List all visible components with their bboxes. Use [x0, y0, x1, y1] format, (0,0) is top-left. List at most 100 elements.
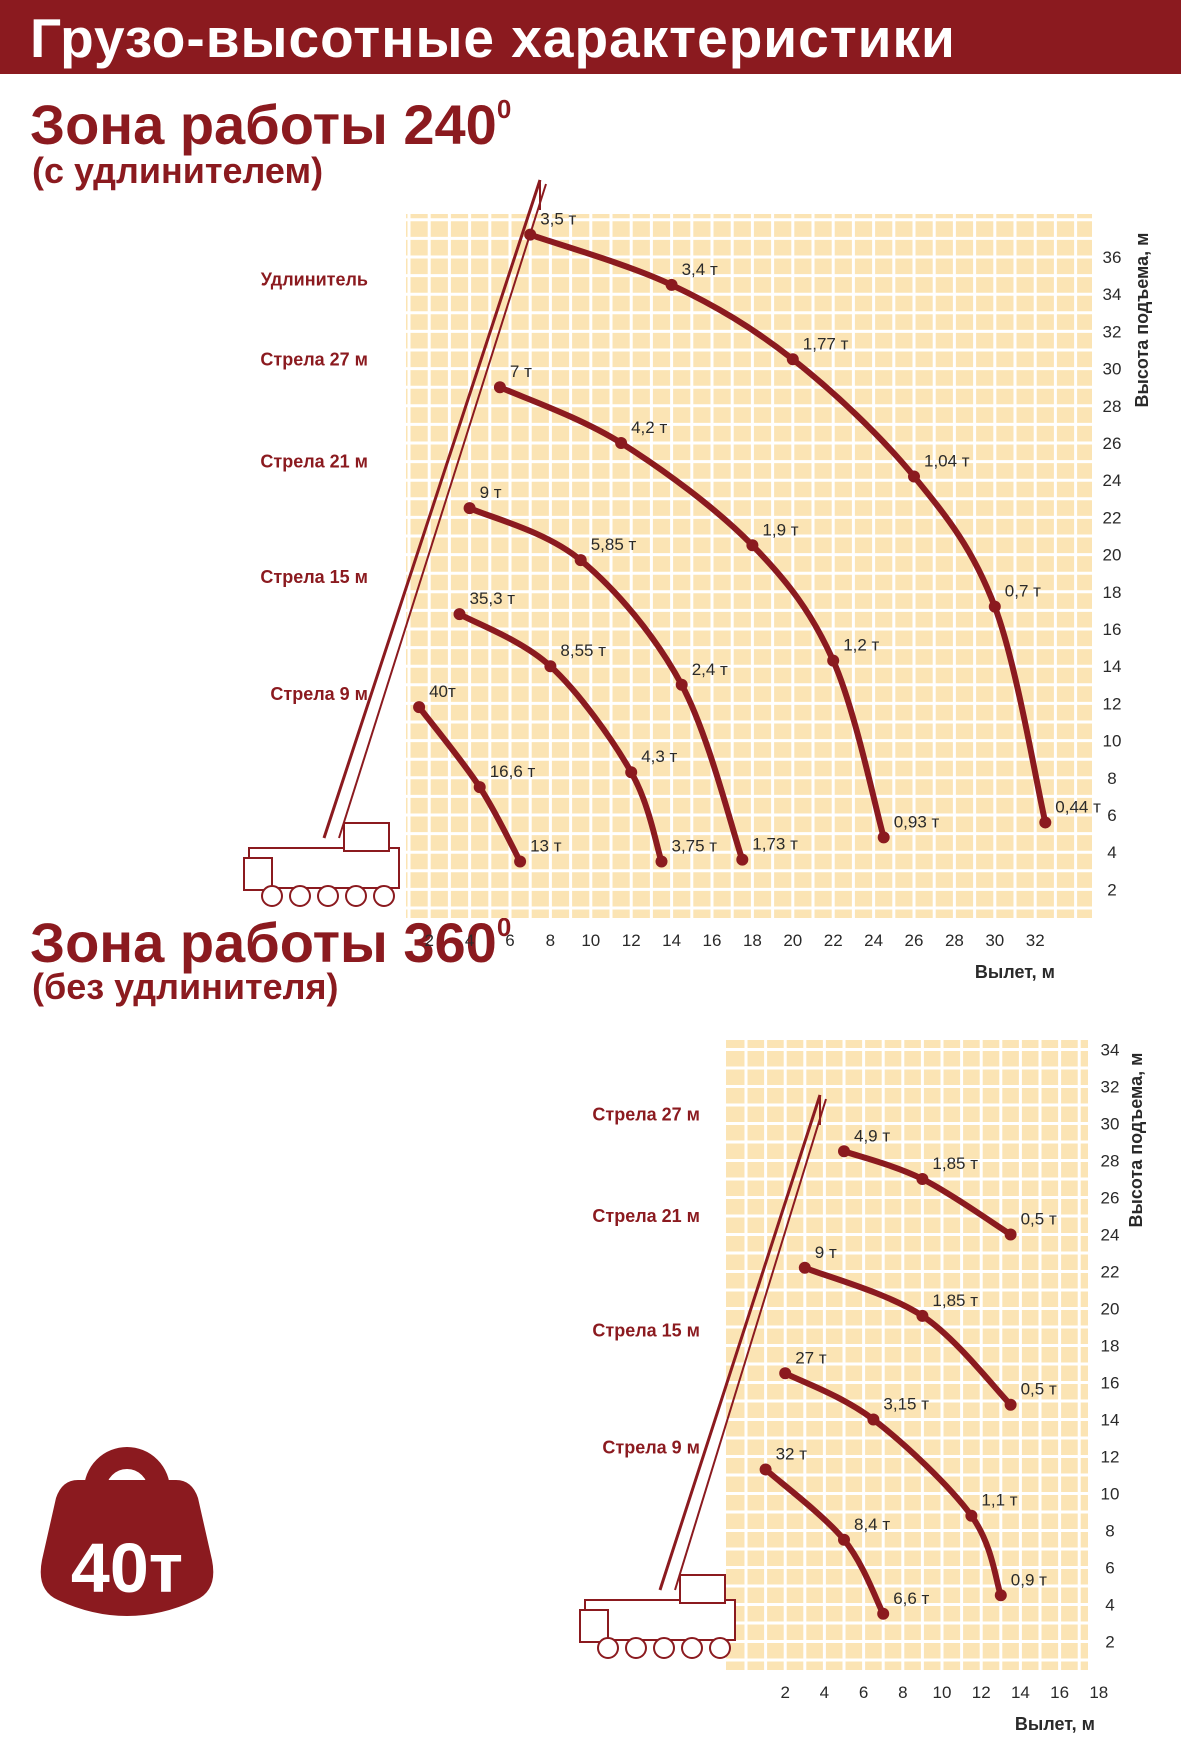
y-tick-label: 22	[1101, 1263, 1120, 1282]
y-tick-label: 14	[1103, 657, 1122, 676]
y-tick-label: 4	[1105, 1596, 1114, 1615]
y-tick-label: 34	[1103, 285, 1122, 304]
crane-wheel	[289, 885, 311, 907]
boom-label: Стрела 9 м	[602, 1437, 700, 1457]
crane-icon	[579, 1094, 827, 1659]
data-point	[965, 1509, 978, 1522]
crane-wheel	[373, 885, 395, 907]
crane-cab	[343, 822, 390, 852]
y-tick-label: 18	[1101, 1337, 1120, 1356]
data-label: 3,4 т	[682, 260, 718, 279]
zone-240-subtitle: (с удлинителем)	[32, 150, 324, 191]
x-tick-label: 12	[622, 931, 641, 950]
x-tick-label: 18	[743, 931, 762, 950]
y-tick-label: 2	[1107, 880, 1116, 899]
data-label: 2,4 т	[692, 660, 728, 679]
data-point	[625, 766, 638, 779]
weight-label: 40т	[71, 1529, 183, 1607]
x-tick-label: 4	[465, 931, 474, 950]
data-point	[665, 278, 678, 291]
boom-label: Стрела 9 м	[270, 684, 368, 704]
crane-wheel	[597, 1637, 619, 1659]
data-label: 3,5 т	[540, 210, 576, 229]
data-label: 0,93 т	[894, 812, 940, 831]
x-tick-label: 16	[703, 931, 722, 950]
x-tick-label: 8	[546, 931, 555, 950]
x-tick-label: 6	[505, 931, 514, 950]
y-tick-label: 28	[1101, 1152, 1120, 1171]
crane-wheel	[261, 885, 283, 907]
zone-240-title-text: Зона работы 240	[30, 93, 497, 156]
crane-wheel	[625, 1637, 647, 1659]
crane-body	[248, 847, 400, 889]
data-label: 1,77 т	[803, 334, 849, 353]
series-line-2	[466, 505, 746, 863]
data-label: 7 т	[510, 362, 532, 381]
y-tick-label: 12	[1101, 1448, 1120, 1467]
y-tick-label: 26	[1103, 434, 1122, 453]
data-label: 9 т	[815, 1243, 837, 1262]
series-line-1	[456, 611, 665, 865]
x-tick-label: 16	[1050, 1683, 1069, 1702]
data-label: 1,04 т	[924, 451, 970, 470]
weight-handle	[84, 1447, 170, 1491]
x-tick-label: 6	[859, 1683, 868, 1702]
crane-boom-edge	[674, 1098, 827, 1591]
header-banner: Грузо-высотные характеристики	[0, 0, 1181, 74]
y-tick-label: 34	[1101, 1041, 1120, 1060]
data-label: 1,85 т	[932, 1291, 978, 1310]
data-point	[544, 660, 557, 673]
data-point	[838, 1533, 850, 1546]
data-label: 0,9 т	[1011, 1570, 1047, 1589]
y-tick-label: 6	[1105, 1559, 1114, 1578]
x-tick-label: 8	[898, 1683, 907, 1702]
x-tick-label: 10	[933, 1683, 952, 1702]
crane-boom-edge	[338, 183, 547, 839]
zone-360-degree: 0	[496, 912, 512, 942]
y-tick-label: 24	[1103, 471, 1122, 490]
x-tick-label: 30	[985, 931, 1004, 950]
data-point	[779, 1367, 792, 1380]
data-point	[908, 470, 920, 483]
data-label: 9 т	[480, 483, 502, 502]
zone-360-subtitle: (без удлинителя)	[32, 966, 339, 1007]
data-label: 0,5 т	[1021, 1380, 1057, 1399]
data-label: 0,5 т	[1021, 1210, 1057, 1229]
data-label: 40т	[429, 682, 456, 701]
y-tick-label: 8	[1107, 769, 1116, 788]
crane-wheel	[345, 885, 367, 907]
y-tick-label: 20	[1103, 546, 1122, 565]
crane-front-cab	[243, 857, 273, 891]
boom-label: Стрела 21 м	[592, 1206, 700, 1226]
y-tick-label: 32	[1101, 1078, 1120, 1097]
data-label: 3,15 т	[883, 1395, 929, 1414]
x-tick-label: 28	[945, 931, 964, 950]
data-point	[994, 1589, 1007, 1602]
y-tick-label: 8	[1105, 1522, 1114, 1541]
weight-body	[40, 1480, 214, 1616]
data-point	[463, 502, 476, 515]
x-tick-label: 24	[864, 931, 883, 950]
crane-icon	[243, 179, 547, 907]
y-tick-label: 18	[1103, 583, 1122, 602]
x-tick-label: 22	[824, 931, 843, 950]
data-label: 5,85 т	[591, 535, 637, 554]
zone-360-title: Зона работы 3600	[30, 910, 511, 975]
y-tick-label: 30	[1103, 360, 1122, 379]
crane-boom	[322, 179, 542, 839]
data-label: 27 т	[795, 1348, 827, 1367]
data-point	[524, 228, 537, 241]
data-label: 1,9 т	[762, 520, 798, 539]
y-axis-label: Высота подъема, м	[1126, 1053, 1146, 1228]
y-tick-label: 30	[1101, 1115, 1120, 1134]
x-tick-label: 4	[820, 1683, 829, 1702]
data-label: 13 т	[530, 837, 562, 856]
data-point	[736, 853, 749, 866]
crane-wheel	[653, 1637, 675, 1659]
data-point	[867, 1413, 880, 1426]
data-label: 1,1 т	[981, 1491, 1017, 1510]
boom-label: Стрела 27 м	[260, 349, 368, 369]
